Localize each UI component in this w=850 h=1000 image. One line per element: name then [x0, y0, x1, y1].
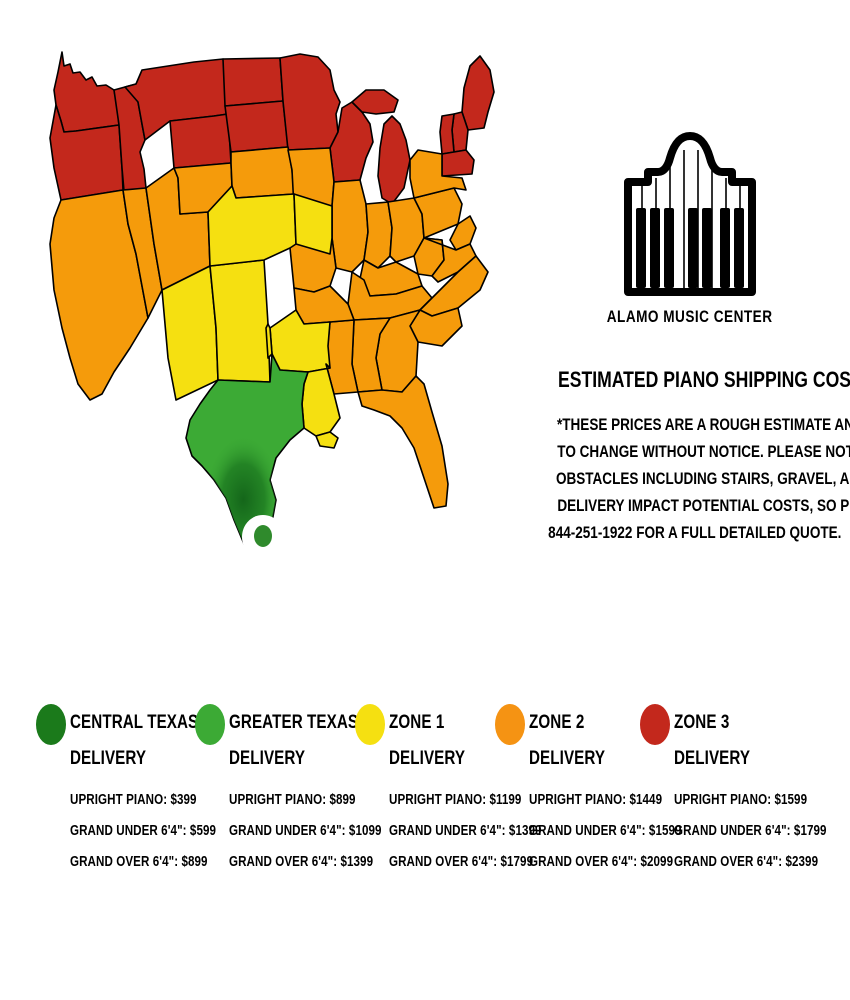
brand-name-text: ALAMO MUSIC CENTER — [607, 307, 773, 326]
price-line-grand-under: GRAND UNDER 6'4": $1799 — [674, 823, 827, 839]
legend-header: CENTRAL TEXAS — [36, 700, 206, 748]
legend-color-dot — [640, 704, 670, 745]
price-line-upright: UPRIGHT PIANO: $1599 — [674, 792, 808, 808]
disclaimer-line-text-1: TO CHANGE WITHOUT NOTICE. PLEASE NOTE TH… — [557, 443, 850, 461]
legend-header: GREATER TEXAS — [195, 700, 365, 748]
page-title: ESTIMATED PIANO SHIPPING COST — [520, 368, 850, 392]
legend-delivery-label: DELIVERY — [529, 748, 606, 769]
brand-block: ALAMO MUSIC CENTER — [560, 130, 820, 326]
legend-header: ZONE 3 — [640, 700, 810, 748]
legend-color-dot — [355, 704, 385, 745]
legend-price-list: UPRIGHT PIANO: $1599 GRAND UNDER 6'4": $… — [674, 785, 827, 878]
legend-price-list: UPRIGHT PIANO: $1199 GRAND UNDER 6'4": $… — [389, 785, 542, 878]
disclaimer-line: DELIVERY IMPACT POTENTIAL COSTS, SO PLEA… — [516, 493, 850, 520]
disclaimer-line: OBSTACLES INCLUDING STAIRS, GRAVEL, AND … — [516, 466, 850, 493]
brand-name: ALAMO MUSIC CENTER — [560, 308, 820, 326]
legend-column-zone-1: ZONE 1 DELIVERY UPRIGHT PIANO: $1199 GRA… — [355, 700, 542, 878]
disclaimer-text: *THESE PRICES ARE A ROUGH ESTIMATE AND S… — [516, 412, 850, 547]
central-texas-highlight — [186, 354, 308, 556]
legend-color-dot — [36, 704, 66, 745]
zone2-region — [49, 146, 489, 509]
price-line-grand-over: GRAND OVER 6'4": $899 — [70, 854, 208, 870]
disclaimer-line-text-2: OBSTACLES INCLUDING STAIRS, GRAVEL, AND … — [555, 470, 850, 488]
price-line-grand-under: GRAND UNDER 6'4": $1599 — [529, 823, 682, 839]
zone1-region — [161, 185, 341, 449]
legend-header: ZONE 1 — [355, 700, 525, 748]
disclaimer-line-text-3: DELIVERY IMPACT POTENTIAL COSTS, SO PLEA… — [557, 497, 850, 515]
location-pin-icon — [242, 515, 284, 579]
legend-column-zone-2: ZONE 2 DELIVERY UPRIGHT PIANO: $1449 GRA… — [495, 700, 682, 878]
legend-price-list: UPRIGHT PIANO: $899 GRAND UNDER 6'4": $1… — [229, 785, 382, 878]
legend-price-list: UPRIGHT PIANO: $1449 GRAND UNDER 6'4": $… — [529, 785, 682, 878]
legend-delivery-label: DELIVERY — [389, 748, 466, 769]
piano-keys-logo-icon — [624, 132, 756, 296]
us-shipping-zone-map — [18, 28, 518, 688]
disclaimer-line: 844-251-1922 FOR A FULL DETAILED QUOTE. — [516, 520, 844, 547]
legend-zone-label: ZONE 2 — [529, 712, 585, 733]
legend-color-dot — [195, 704, 225, 745]
legend-column-greater-texas: GREATER TEXAS DELIVERY UPRIGHT PIANO: $8… — [195, 700, 382, 878]
legend-column-central-texas: CENTRAL TEXAS DELIVERY UPRIGHT PIANO: $3… — [36, 700, 217, 878]
legend-column-zone-3: ZONE 3 DELIVERY UPRIGHT PIANO: $1599 GRA… — [640, 700, 827, 878]
price-line-upright: UPRIGHT PIANO: $899 — [229, 792, 356, 808]
price-line-grand-under: GRAND UNDER 6'4": $1099 — [229, 823, 382, 839]
legend-color-dot — [495, 704, 525, 745]
legend-header: ZONE 2 — [495, 700, 665, 748]
legend-delivery-label: DELIVERY — [674, 748, 751, 769]
page-title-text: ESTIMATED PIANO SHIPPING COST — [557, 367, 850, 392]
price-line-grand-over: GRAND OVER 6'4": $1399 — [229, 854, 374, 870]
legend-zone-label: CENTRAL TEXAS — [70, 712, 199, 733]
price-line-grand-under: GRAND UNDER 6'4": $599 — [70, 823, 217, 839]
price-line-upright: UPRIGHT PIANO: $1449 — [529, 792, 663, 808]
price-line-upright: UPRIGHT PIANO: $1199 — [389, 792, 522, 808]
price-line-grand-over: GRAND OVER 6'4": $1799 — [389, 854, 534, 870]
price-line-grand-over: GRAND OVER 6'4": $2399 — [674, 854, 819, 870]
price-line-upright: UPRIGHT PIANO: $399 — [70, 792, 197, 808]
price-line-grand-under: GRAND UNDER 6'4": $1399 — [389, 823, 542, 839]
zone-price-legend: CENTRAL TEXAS DELIVERY UPRIGHT PIANO: $3… — [0, 700, 850, 950]
legend-delivery-label: DELIVERY — [229, 748, 306, 769]
legend-zone-label: ZONE 3 — [674, 712, 730, 733]
disclaimer-line-text-0: *THESE PRICES ARE A ROUGH ESTIMATE AND S… — [557, 416, 850, 434]
legend-zone-label: GREATER TEXAS — [229, 712, 359, 733]
usa-map-svg — [49, 51, 495, 579]
legend-price-list: UPRIGHT PIANO: $399 GRAND UNDER 6'4": $5… — [70, 785, 217, 878]
disclaimer-line: *THESE PRICES ARE A ROUGH ESTIMATE AND S… — [516, 412, 850, 439]
legend-zone-label: ZONE 1 — [389, 712, 445, 733]
legend-delivery-label: DELIVERY — [70, 748, 147, 769]
disclaimer-line: TO CHANGE WITHOUT NOTICE. PLEASE NOTE TH… — [516, 439, 850, 466]
disclaimer-phone-line: 844-251-1922 FOR A FULL DETAILED QUOTE. — [548, 524, 842, 542]
price-line-grand-over: GRAND OVER 6'4": $2099 — [529, 854, 674, 870]
